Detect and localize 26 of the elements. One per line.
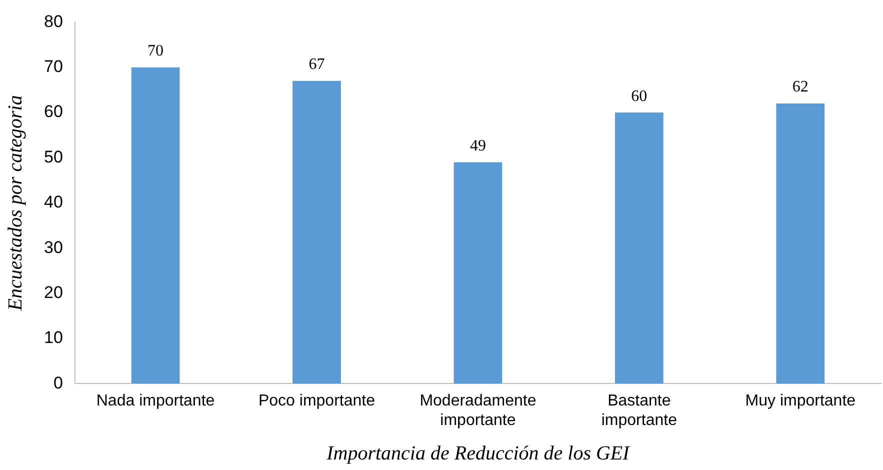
x-tick-label: Bastante importante	[601, 392, 678, 429]
bar	[776, 104, 825, 384]
y-tick-label: 20	[44, 282, 63, 302]
data-label: 49	[470, 137, 486, 154]
y-tick-label: 70	[44, 57, 63, 76]
data-label: 70	[148, 42, 164, 60]
y-axis-title: Encuestados por categoria	[4, 95, 26, 312]
y-tick-label: 0	[53, 373, 63, 392]
data-label: 60	[631, 88, 648, 105]
bar	[614, 112, 664, 384]
x-tick-label: Nada importante	[96, 392, 215, 410]
y-tick-label: 50	[44, 147, 63, 166]
x-axis-title: Importancia de Reducción de los GEI	[326, 442, 631, 464]
bar	[292, 80, 341, 384]
y-tick-label: 40	[44, 192, 63, 212]
data-label: 67	[308, 56, 325, 74]
data-label: 62	[792, 78, 808, 96]
y-tick-label: 10	[44, 328, 63, 348]
y-tick-label: 30	[44, 238, 63, 257]
bar	[131, 67, 180, 384]
x-tick-label: Moderadamente importante	[420, 392, 536, 429]
x-tick-label: Muy importante	[745, 392, 856, 410]
x-tick-label: Poco importante	[258, 392, 376, 410]
y-tick-label: 80	[44, 12, 63, 31]
y-tick-label: 60	[44, 102, 63, 122]
bar	[454, 162, 502, 384]
